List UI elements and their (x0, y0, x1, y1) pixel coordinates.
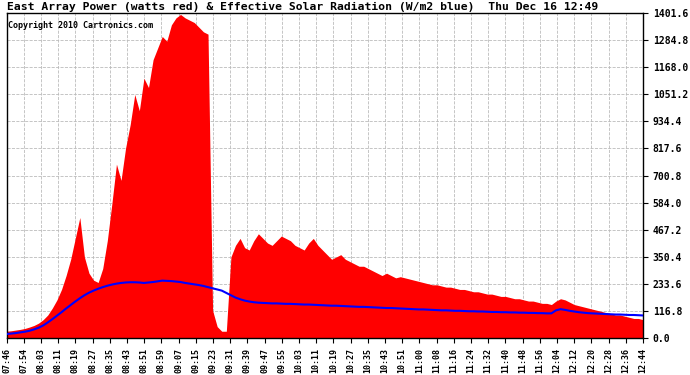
Text: Copyright 2010 Cartronics.com: Copyright 2010 Cartronics.com (8, 21, 153, 30)
Text: East Array Power (watts red) & Effective Solar Radiation (W/m2 blue)  Thu Dec 16: East Array Power (watts red) & Effective… (7, 2, 598, 12)
